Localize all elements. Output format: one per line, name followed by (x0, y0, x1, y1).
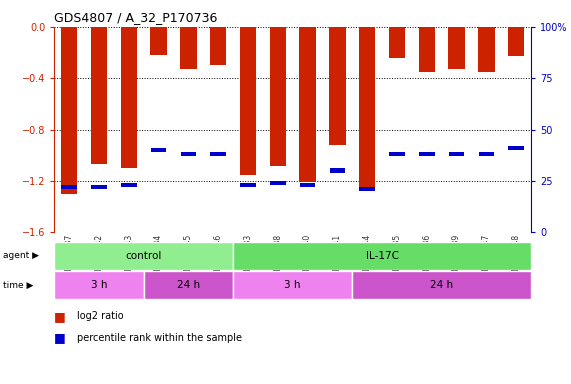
Bar (352, 271, 531, 299)
Bar (359, 187, 375, 192)
Bar (91, 185, 107, 189)
Text: percentile rank within the sample: percentile rank within the sample (77, 333, 242, 343)
Bar (91, 27, 107, 164)
Bar (210, 27, 226, 65)
Bar (121, 183, 136, 187)
Bar (419, 152, 435, 157)
Bar (478, 27, 494, 72)
Bar (61, 27, 77, 194)
Bar (54, 271, 144, 299)
Text: 3 h: 3 h (91, 280, 107, 290)
Text: log2 ratio: log2 ratio (77, 311, 124, 321)
Bar (151, 148, 166, 152)
Bar (54, 242, 233, 270)
Bar (150, 27, 167, 55)
Bar (329, 169, 345, 173)
Text: 24 h: 24 h (430, 280, 453, 290)
Text: ■: ■ (54, 331, 66, 344)
Bar (210, 152, 226, 157)
Bar (359, 27, 375, 191)
Text: agent ▶: agent ▶ (3, 251, 39, 260)
Text: time ▶: time ▶ (3, 281, 33, 290)
Bar (299, 27, 316, 182)
Bar (240, 183, 256, 187)
Bar (419, 27, 435, 72)
Bar (389, 152, 405, 157)
Text: 24 h: 24 h (177, 280, 200, 290)
Bar (478, 152, 494, 157)
Text: control: control (126, 251, 162, 261)
Bar (240, 27, 256, 175)
Bar (508, 146, 524, 151)
Bar (270, 27, 286, 166)
Bar (120, 27, 137, 168)
Bar (508, 27, 524, 56)
Bar (144, 271, 233, 299)
Bar (329, 27, 345, 145)
Bar (300, 183, 315, 187)
Text: ■: ■ (54, 310, 66, 323)
Text: IL-17C: IL-17C (365, 251, 399, 261)
Text: GDS4807 / A_32_P170736: GDS4807 / A_32_P170736 (54, 12, 218, 25)
Bar (180, 27, 196, 69)
Bar (61, 185, 77, 189)
Bar (270, 181, 286, 185)
Bar (233, 242, 531, 270)
Bar (448, 27, 465, 69)
Bar (233, 271, 352, 299)
Bar (389, 27, 405, 58)
Bar (449, 152, 464, 157)
Bar (180, 152, 196, 157)
Text: 3 h: 3 h (284, 280, 301, 290)
